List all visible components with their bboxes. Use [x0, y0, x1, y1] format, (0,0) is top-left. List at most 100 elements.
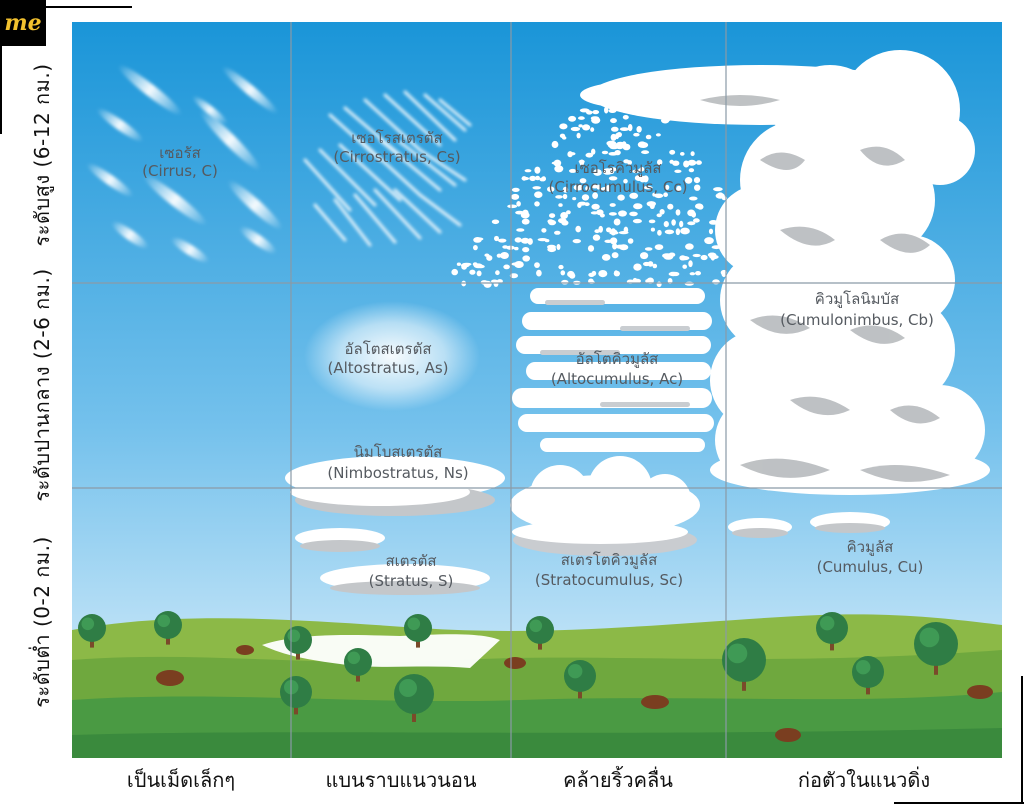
cirrocumulus-speck [656, 281, 662, 288]
cirrocumulus-speck [684, 281, 694, 286]
cirrocumulus-speck [633, 263, 642, 271]
cirrocumulus-speck [600, 187, 610, 191]
cirrocumulus-speck [675, 209, 681, 216]
cirrocumulus-speck [675, 228, 681, 236]
column-label-vertical: ก่อตัวในแนวดิ่ง [797, 768, 931, 792]
cirrocumulus-speck [672, 160, 680, 166]
cirrocumulus-speck [663, 221, 669, 228]
cirrocumulus-speck [629, 211, 638, 217]
cirrocumulus-speck [591, 116, 601, 124]
cirrocumulus-speck [568, 115, 577, 122]
cirrocumulus-speck [587, 245, 595, 252]
cirrocumulus-speck [687, 221, 696, 226]
ground-fog [262, 634, 500, 668]
cirrocumulus-speck [608, 176, 618, 181]
cirrocumulus-speck [623, 178, 628, 184]
cirrocumulus-speck [520, 237, 530, 244]
cirrocumulus-speck [567, 151, 573, 158]
cirrocumulus-speck [575, 225, 581, 233]
tree [394, 674, 434, 722]
cirrocumulus-speck [695, 160, 702, 165]
label-stratocumulus-en: (Stratocumulus, Sc) [535, 571, 683, 589]
cirrocumulus-speck [611, 126, 619, 132]
cirrocumulus-speck [556, 244, 561, 250]
cirrocumulus-speck [547, 186, 555, 192]
tree [404, 614, 432, 648]
cirrocumulus-speck [566, 210, 571, 215]
cirrocumulus-speck [684, 177, 693, 184]
cirrocumulus-speck [650, 227, 656, 232]
cirrocumulus-speck [486, 255, 493, 261]
cirrocumulus-speck [541, 228, 547, 233]
cirrocumulus-speck [579, 159, 585, 166]
cirrocumulus-speck [693, 218, 700, 223]
cirrocumulus-speck [560, 270, 566, 276]
cirrus-cloud [86, 64, 283, 263]
cirrocumulus-speck [510, 193, 520, 200]
label-cumulonimbus-en: (Cumulonimbus, Cb) [780, 311, 934, 329]
label-cirrocumulus-thai: เซอโรคิวมูลัส [574, 159, 661, 177]
cirrocumulus-speck [609, 237, 618, 245]
cirrocumulus-speck [679, 220, 684, 228]
cirrocumulus-speck [553, 159, 562, 167]
tree [344, 648, 372, 682]
cirrocumulus-speck [496, 279, 503, 284]
cirrocumulus-speck [619, 127, 629, 131]
top-frame-line [46, 6, 132, 8]
cirrocumulus-speck [451, 268, 459, 276]
cirrocumulus-speck [495, 270, 500, 276]
cirrocumulus-speck [641, 150, 650, 155]
cirrocumulus-speck [562, 193, 568, 200]
cirrocumulus-speck [521, 176, 527, 181]
cirrocumulus-speck [521, 218, 530, 225]
cirrocumulus-speck [712, 279, 720, 285]
cirrocumulus-speck [643, 185, 653, 190]
cirrocumulus-speck [609, 203, 616, 207]
bottom-frame-line [894, 802, 1024, 804]
cirrocumulus-speck [560, 212, 568, 219]
tree [852, 656, 884, 695]
altocumulus-cloud [512, 288, 714, 452]
cirrocumulus-speck [592, 234, 601, 241]
cirrocumulus-speck [579, 178, 587, 184]
label-cumulus-thai: คิวมูลัส [847, 538, 894, 556]
cirrocumulus-speck [554, 165, 564, 173]
cirrocumulus-speck [576, 132, 581, 139]
cirrocumulus-speck [656, 213, 662, 218]
cirrocumulus-speck [532, 186, 541, 190]
cirrocumulus-speck [601, 254, 611, 261]
cirrocumulus-speck [617, 194, 625, 201]
cirrocumulus-speck [494, 235, 499, 242]
cirrocumulus-speck [590, 127, 595, 132]
cirrocumulus-speck [665, 184, 670, 190]
cumulonimbus-cloud [580, 50, 990, 495]
cirrocumulus-speck [689, 196, 698, 201]
label-altostratus-thai: อัลโตสเตรตัส [345, 340, 432, 358]
cirrocumulus-speck [456, 262, 461, 266]
cirrocumulus-speck [680, 152, 685, 156]
label-cirrostratus-en: (Cirrostratus, Cs) [333, 148, 460, 166]
cirrocumulus-speck [604, 239, 613, 243]
cirrocumulus-speck [561, 279, 569, 285]
cirrocumulus-speck [534, 262, 540, 268]
cirrocumulus-speck [688, 168, 695, 173]
cirrocumulus-speck [469, 269, 476, 275]
cirrocumulus-speck [669, 149, 676, 155]
cirrocumulus-speck [516, 201, 521, 207]
cirrocumulus-speck [522, 255, 530, 262]
cirrocumulus-speck [694, 184, 701, 191]
cirrocumulus-speck [610, 118, 617, 124]
label-stratus-en: (Stratus, S) [369, 572, 454, 590]
rocks [156, 645, 993, 742]
cirrocumulus-speck [710, 254, 716, 261]
cirrocumulus-speck [652, 263, 658, 269]
cirrocumulus-speck [721, 269, 727, 278]
tree [154, 611, 182, 645]
tree [722, 638, 766, 691]
cirrocumulus-speck [562, 186, 569, 193]
cirrocumulus-speck [688, 260, 693, 268]
cirrocumulus-speck [475, 237, 484, 241]
cirrocumulus-speck [602, 168, 613, 175]
label-cumulus-en: (Cumulus, Cu) [817, 558, 924, 576]
cirrocumulus-speck [667, 203, 674, 210]
